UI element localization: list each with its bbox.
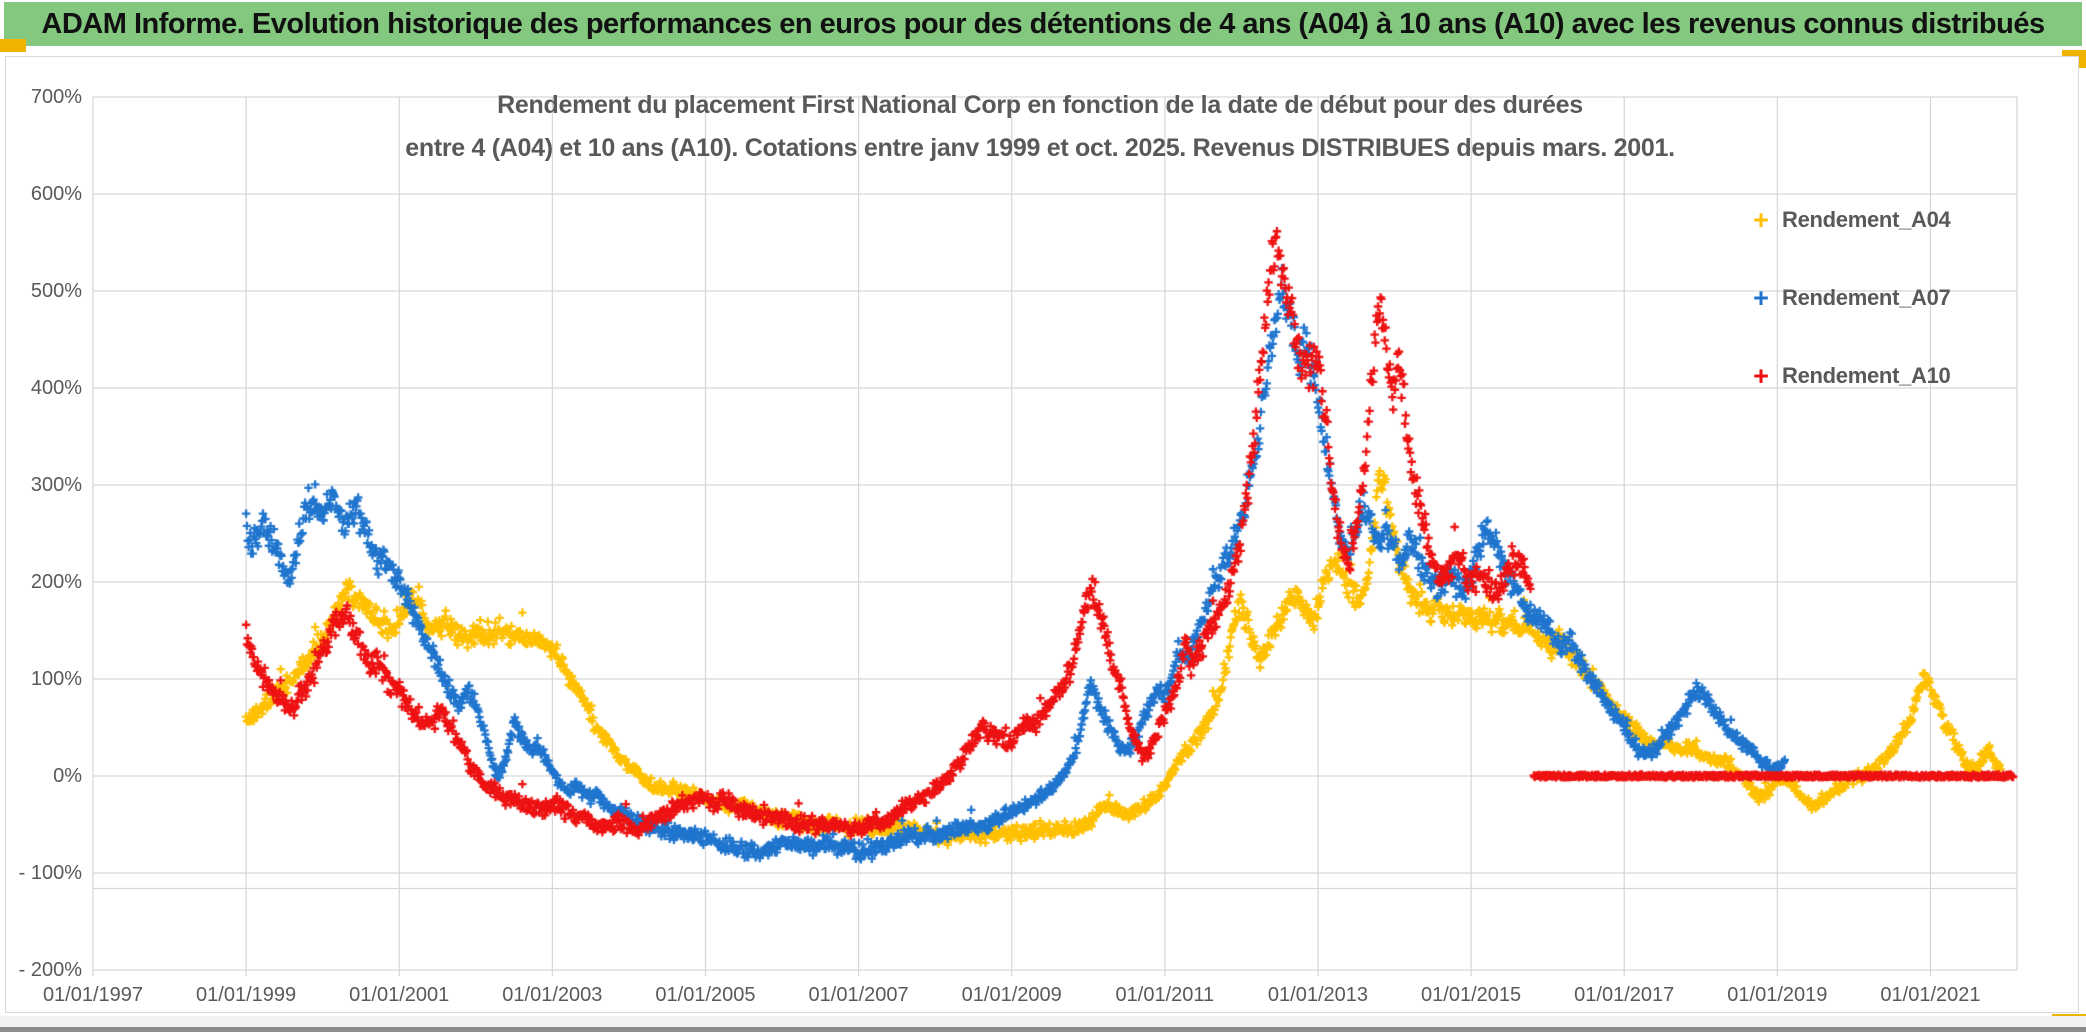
- y-axis-tick-label: 700%: [30, 86, 82, 108]
- x-axis-tick-label: 01/01/2003: [502, 984, 603, 1006]
- x-axis-tick-label: 01/01/1997: [42, 984, 144, 1006]
- y-axis-tick-label: 400%: [30, 377, 82, 399]
- x-axis-tick-label: 01/01/2017: [1574, 984, 1675, 1006]
- y-axis-tick-label: 0%: [53, 765, 82, 787]
- x-axis-tick-label: 01/01/2007: [808, 984, 909, 1006]
- chart-title-line-2: entre 4 (A04) et 10 ans (A10). Cotations…: [405, 134, 1675, 162]
- x-axis-tick-label: 01/01/2015: [1421, 984, 1522, 1006]
- x-axis-tick-label: 01/01/2005: [655, 984, 756, 1006]
- x-axis-tick-label: 01/01/2021: [1880, 984, 1981, 1006]
- y-axis-tick-label: - 200%: [18, 959, 82, 981]
- y-axis-tick-label: - 100%: [18, 862, 82, 884]
- chart-title-line-1: Rendement du placement First National Co…: [497, 91, 1583, 119]
- chart-title: Rendement du placement First National Co…: [340, 84, 1740, 170]
- x-axis-tick-label: 01/01/2013: [1267, 984, 1369, 1006]
- plus-marker-icon: +: [1753, 361, 1769, 391]
- plus-marker-icon: +: [1753, 205, 1769, 235]
- legend-item-rendement_a10[interactable]: + Rendement_A10: [1748, 360, 1951, 392]
- y-axis-tick-label: 100%: [30, 668, 82, 690]
- legend-label: Rendement_A04: [1782, 207, 1951, 232]
- x-axis-tick-label: 01/01/1999: [196, 984, 297, 1006]
- legend-item-rendement_a07[interactable]: + Rendement_A07: [1748, 282, 1951, 314]
- y-axis-tick-label: 300%: [30, 474, 82, 496]
- legend-label: Rendement_A10: [1782, 363, 1951, 388]
- x-axis-tick-label: 01/01/2009: [961, 984, 1062, 1006]
- x-axis-tick-label: 01/01/2011: [1115, 984, 1215, 1006]
- plus-marker-icon: +: [1753, 283, 1769, 313]
- y-axis-tick-label: 200%: [30, 571, 82, 593]
- y-axis-tick-label: 500%: [30, 280, 82, 302]
- x-axis-tick-label: 01/01/2019: [1727, 984, 1828, 1006]
- x-axis-tick-label: 01/01/2001: [349, 984, 450, 1006]
- legend-item-rendement_a04[interactable]: + Rendement_A04: [1748, 204, 1951, 236]
- legend-label: Rendement_A07: [1782, 285, 1951, 310]
- y-axis-tick-label: 600%: [30, 183, 82, 205]
